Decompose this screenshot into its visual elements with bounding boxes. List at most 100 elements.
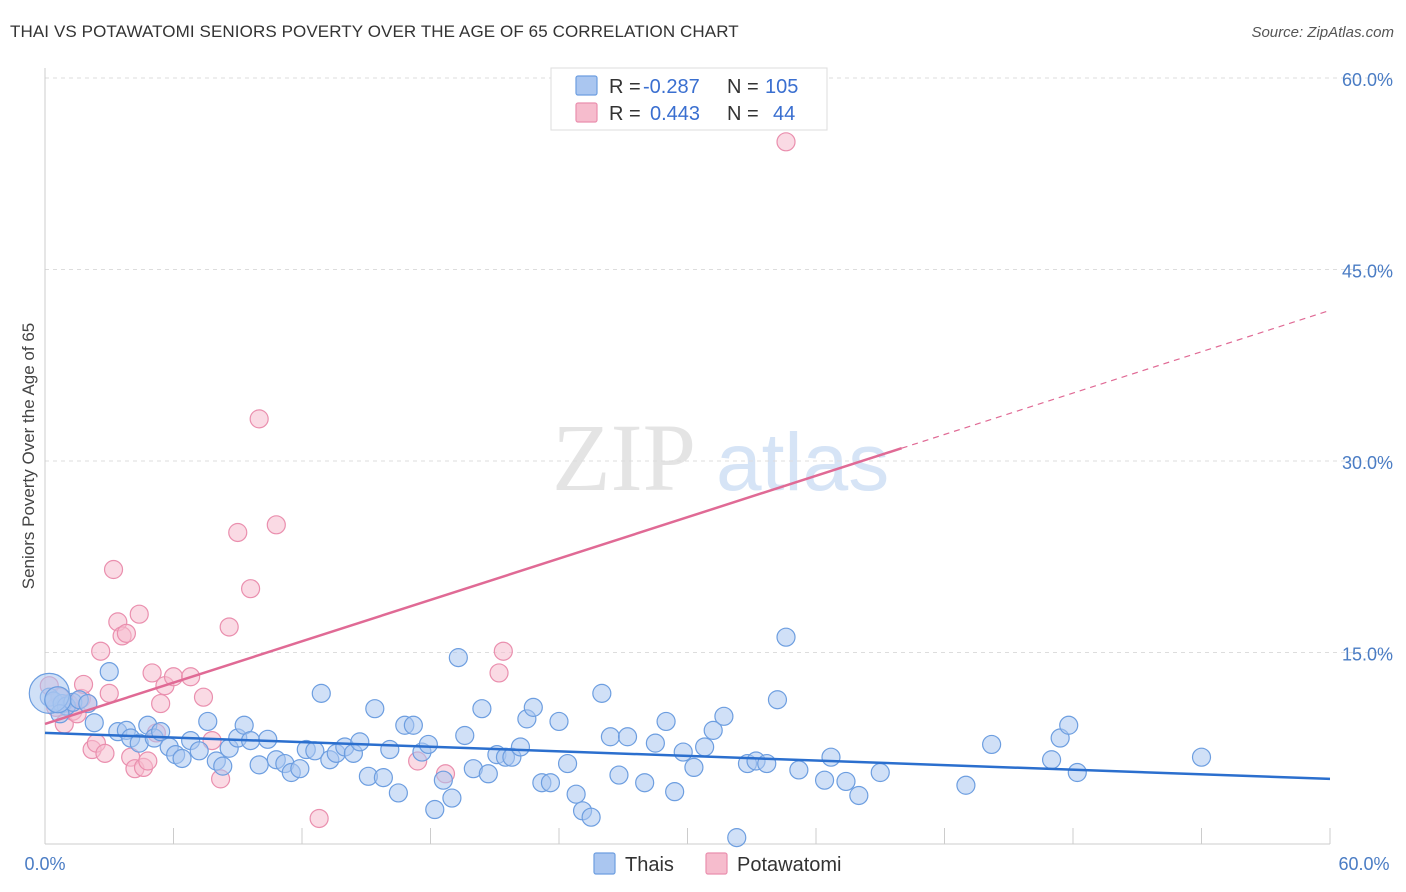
thai-point — [418, 734, 438, 755]
stats-legend: R = -0.287 N = 105 R = 0.443 N = 44 — [550, 67, 828, 131]
watermark: ZIP atlas — [552, 404, 889, 511]
thai-point — [645, 733, 665, 753]
thai-point-large — [44, 686, 72, 714]
legend-swatch-thai — [575, 75, 598, 96]
thai-point — [714, 706, 734, 726]
legend-n-label-pota: N = — [727, 103, 759, 125]
thai-point — [656, 711, 676, 732]
potawatomi-point — [99, 683, 119, 703]
thai-point — [290, 759, 310, 779]
thai-point — [557, 753, 578, 774]
potawatomi-point — [129, 604, 149, 624]
legend-r-label-pota: R = — [609, 103, 641, 125]
potawatomi-point — [493, 641, 513, 661]
potawatomi-trend-line — [44, 447, 903, 726]
thai-point — [523, 697, 543, 717]
potawatomi-point — [91, 641, 111, 661]
thai-point — [814, 770, 835, 790]
thai-point — [433, 770, 453, 790]
thai-point — [665, 782, 685, 802]
bottom-swatch-thai — [593, 852, 616, 875]
y-tick-label: 45.0% — [1342, 262, 1393, 282]
legend-r-value-pota: 0.443 — [650, 103, 700, 125]
watermark-atlas: atlas — [716, 417, 889, 508]
thai-point — [617, 727, 638, 747]
potawatomi-point — [776, 132, 796, 152]
thai-point — [1191, 747, 1212, 767]
thai-point — [727, 828, 747, 848]
thai-point — [350, 732, 370, 752]
thai-point — [455, 725, 475, 746]
potawatomi-point — [309, 808, 329, 829]
thai-point — [592, 683, 612, 703]
y-tick-labels: 15.0% 30.0% 45.0% 60.0% — [1342, 70, 1393, 665]
thai-point — [472, 699, 492, 719]
y-axis-label: Seniors Poverty Over the Age of 65 — [19, 323, 38, 589]
bottom-swatch-pota — [705, 852, 728, 875]
thai-point — [189, 741, 209, 761]
thai-point — [1067, 762, 1087, 783]
thai-point — [695, 737, 715, 757]
potawatomi-point — [116, 623, 136, 643]
thai-point — [172, 748, 192, 769]
legend-r-label-thai: R = — [609, 76, 641, 98]
thai-point — [213, 756, 233, 776]
thai-point — [566, 784, 586, 804]
thai-point — [581, 807, 601, 827]
potawatomi-point — [249, 409, 269, 429]
potawatomi-point — [266, 515, 286, 535]
thai-point — [249, 755, 269, 775]
potawatomi-point — [219, 617, 239, 637]
thai-point — [388, 783, 408, 803]
thai-point — [982, 734, 1002, 755]
thai-point — [684, 757, 704, 778]
thai-point — [836, 771, 856, 792]
thai-point — [870, 762, 890, 783]
legend-n-label-thai: N = — [727, 76, 759, 98]
potawatomi-point — [95, 743, 115, 763]
thai-point — [703, 720, 723, 740]
x-tick-label-max: 60.0% — [1338, 854, 1389, 874]
gridlines — [45, 77, 1392, 653]
thai-point — [673, 742, 693, 762]
bottom-legend-thai: Thais — [625, 854, 674, 876]
y-tick-label: 30.0% — [1342, 453, 1393, 473]
thai-point — [1059, 715, 1079, 735]
potawatomi-point — [228, 522, 248, 543]
potawatomi-point — [241, 579, 261, 599]
thai-point — [448, 648, 468, 668]
chart-title: THAI VS POTAWATOMI SENIORS POVERTY OVER … — [10, 22, 739, 41]
thai-point — [767, 690, 788, 710]
thai-point — [609, 765, 629, 785]
y-tick-label: 60.0% — [1342, 70, 1393, 90]
thai-point — [403, 715, 423, 735]
thai-point — [442, 788, 462, 808]
thai-point — [198, 711, 218, 732]
legend-n-value-pota: 44 — [773, 103, 795, 125]
x-tick-marks — [173, 828, 1331, 844]
legend-n-value-thai: 105 — [765, 76, 798, 98]
thai-point — [600, 727, 621, 747]
potawatomi-point — [138, 751, 158, 771]
thai-point — [365, 699, 385, 719]
x-tick-label-min: 0.0% — [24, 854, 65, 874]
legend-swatch-pota — [575, 102, 598, 123]
thai-point — [373, 768, 393, 788]
thai-point — [1041, 750, 1062, 770]
thai-point — [425, 799, 445, 820]
thai-point — [380, 739, 400, 760]
potawatomi-point — [142, 663, 162, 683]
thai-point — [549, 711, 569, 732]
thai-point — [540, 773, 561, 793]
watermark-zip: ZIP — [552, 404, 696, 511]
thai-point — [776, 627, 796, 647]
thai-point — [635, 773, 655, 793]
thai-point — [789, 760, 809, 780]
thai-point — [84, 713, 104, 733]
thai-point — [478, 764, 498, 784]
potawatomi-point — [193, 687, 214, 707]
potawatomi-point — [202, 730, 222, 751]
legend-r-value-thai: -0.287 — [643, 76, 700, 98]
thai-point — [99, 662, 119, 682]
